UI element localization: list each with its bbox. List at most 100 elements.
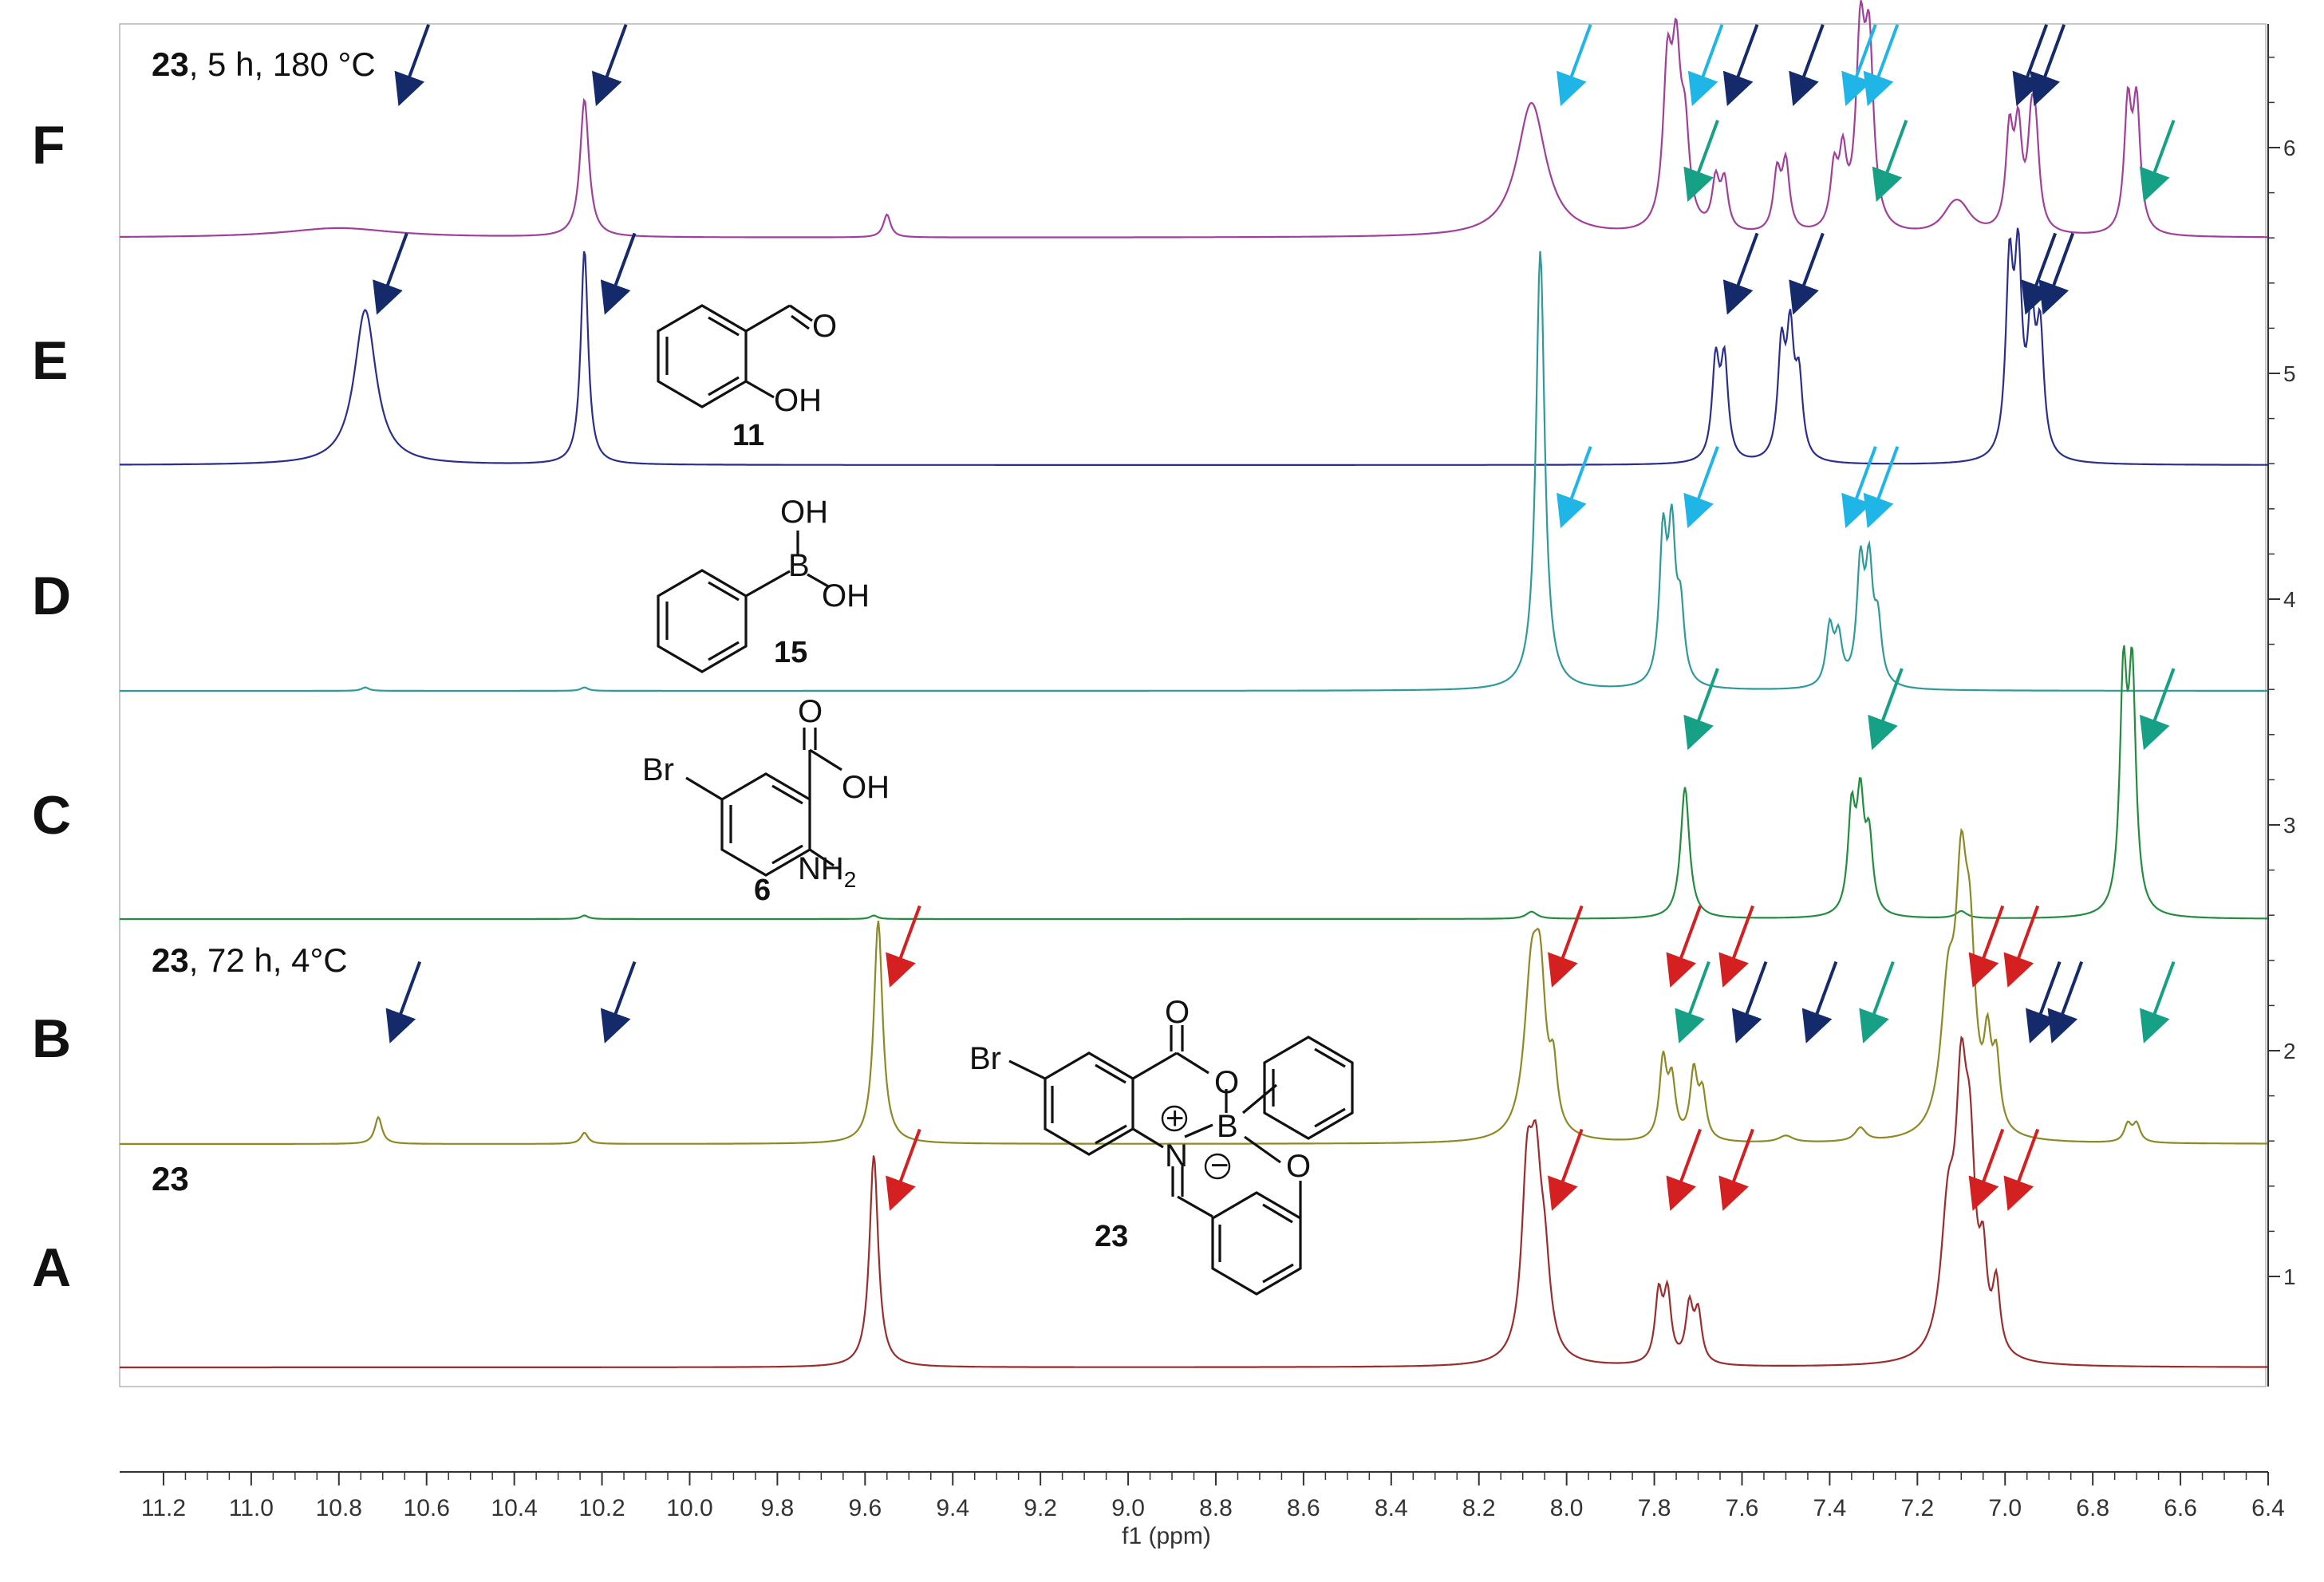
s15-b: B [788, 548, 810, 583]
s15-oh-top: OH [780, 495, 828, 530]
right-tick-label: 4 [2283, 587, 2296, 612]
peak-arrow-red [886, 1128, 921, 1211]
x-tick-label: 9.0 [1111, 1495, 1145, 1521]
s6-number: 6 [754, 874, 771, 907]
row-label-c: C [32, 785, 71, 846]
spectra-traces [120, 0, 2268, 1369]
x-tick-label: 8.6 [1287, 1495, 1320, 1521]
s23-o-phenol: O [1286, 1149, 1311, 1184]
spectrum-trace-d [120, 251, 2268, 692]
peak-arrow-red [1718, 905, 1754, 988]
spectrum-trace-c [120, 645, 2268, 921]
structure-23: Br O O B N O + − 23 [969, 995, 1354, 1296]
s23-charge-plus: + [1166, 1101, 1184, 1136]
x-tick-label: 7.0 [1988, 1495, 2022, 1521]
caption-a: 23 [152, 1160, 189, 1197]
peak-arrow-green [1868, 668, 1904, 751]
peak-arrow-red [1666, 1128, 1702, 1211]
s11-number: 11 [732, 419, 764, 452]
spectrum-trace-a [120, 1036, 2268, 1369]
x-tick-label: 9.4 [936, 1495, 969, 1521]
caption-f-compound: 23 [152, 45, 189, 83]
peak-arrow-green [2139, 668, 2176, 751]
spectrum-trace-e [120, 227, 2268, 467]
peak-arrow-green [2139, 961, 2176, 1043]
x-tick-label: 8.0 [1550, 1495, 1584, 1521]
right-tick-label: 2 [2283, 1039, 2296, 1063]
peak-arrow-navy [600, 961, 637, 1043]
right-tick-label: 1 [2283, 1264, 2296, 1289]
peak-arrow-green [1872, 120, 1908, 203]
peak-arrow-cyan [1557, 446, 1592, 529]
s23-br: Br [969, 1041, 1001, 1076]
peak-arrow-navy [2038, 232, 2075, 315]
peak-arrow-navy [1722, 24, 1759, 107]
structure-15: OH B OH 15 [657, 495, 870, 673]
caption-a-compound: 23 [152, 1160, 189, 1197]
peak-arrow-navy [2030, 24, 2066, 107]
row-label-f: F [32, 115, 65, 176]
peak-arrow-red [1718, 1128, 1754, 1211]
peak-arrows [373, 24, 2176, 1211]
x-axis-title: f1 (ppm) [1122, 1523, 1211, 1549]
caption-b-compound: 23 [152, 941, 189, 979]
peak-arrow-navy [2026, 961, 2062, 1043]
x-axis-ticks: 11.2 11.0 10.8 10.6 10.4 10.2 10.0 9.8 9.6 9.4 9.2… [141, 1472, 2285, 1521]
structure-11: O OH 11 [657, 304, 837, 452]
s6-oh: OH [842, 770, 890, 805]
caption-b-conditions: , 72 h, 4°C [189, 941, 348, 979]
caption-f-conditions: , 5 h, 180 °C [189, 45, 376, 83]
peak-arrow-cyan [1687, 24, 1724, 107]
peak-arrow-red [1968, 1128, 2005, 1211]
caption-f: 23, 5 h, 180 °C [152, 45, 376, 83]
peak-arrow-cyan [1863, 446, 1900, 529]
x-tick-label: 9.8 [761, 1495, 795, 1521]
x-tick-label: 9.2 [1024, 1495, 1057, 1521]
peak-arrow-navy [385, 961, 422, 1043]
x-tick-label: 6.6 [2164, 1495, 2197, 1521]
x-tick-label: 7.6 [1726, 1495, 1759, 1521]
s6-o: O [798, 694, 823, 729]
s6-br: Br [642, 752, 674, 787]
s15-number: 15 [774, 636, 807, 669]
peak-arrow-navy [1789, 232, 1825, 315]
peak-arrow-navy [2047, 961, 2084, 1043]
x-tick-label: 6.4 [2251, 1495, 2285, 1521]
x-tick-label: 8.8 [1199, 1495, 1233, 1521]
peak-arrow-green [1683, 120, 1719, 203]
peak-arrow-navy [591, 24, 628, 107]
peak-arrow-navy [1789, 24, 1825, 107]
peak-arrow-red [1968, 905, 2005, 988]
s23-b: B [1217, 1109, 1238, 1144]
s11-oh: OH [774, 383, 822, 418]
peak-arrow-cyan [1683, 446, 1719, 529]
peak-arrow-green [1859, 961, 1895, 1043]
right-axis-ticks: 1 2 3 4 5 6 [2268, 57, 2296, 1289]
s6-nh: NH [798, 851, 844, 886]
row-label-e: E [32, 330, 68, 391]
x-tick-label: 6.8 [2076, 1495, 2109, 1521]
spectrum-trace-f [120, 0, 2268, 239]
s15-oh-right: OH [822, 578, 870, 613]
peak-arrow-green [2139, 120, 2176, 203]
caption-b: 23, 72 h, 4°C [152, 941, 348, 979]
s23-number: 23 [1095, 1220, 1128, 1253]
x-tick-label: 7.4 [1813, 1495, 1847, 1521]
x-tick-label: 11.2 [141, 1495, 186, 1521]
peak-arrow-green [1675, 961, 1710, 1043]
x-tick-label: 11.0 [229, 1495, 274, 1521]
s6-nh-subscript: 2 [844, 867, 857, 892]
peak-arrow-navy [2012, 24, 2049, 107]
peak-arrow-navy [600, 232, 637, 315]
x-tick-label: 8.2 [1462, 1495, 1496, 1521]
peak-arrow-cyan [1557, 24, 1592, 107]
s23-o-ring: O [1214, 1065, 1239, 1100]
peak-arrow-red [886, 905, 921, 988]
peak-arrow-navy [1801, 961, 1838, 1043]
s11-o: O [812, 309, 837, 344]
x-tick-label: 10.6 [404, 1495, 450, 1521]
row-label-b: B [32, 1008, 71, 1069]
spectrum-trace-b [120, 827, 2268, 1146]
s6-nh2: NH2 [798, 851, 856, 892]
